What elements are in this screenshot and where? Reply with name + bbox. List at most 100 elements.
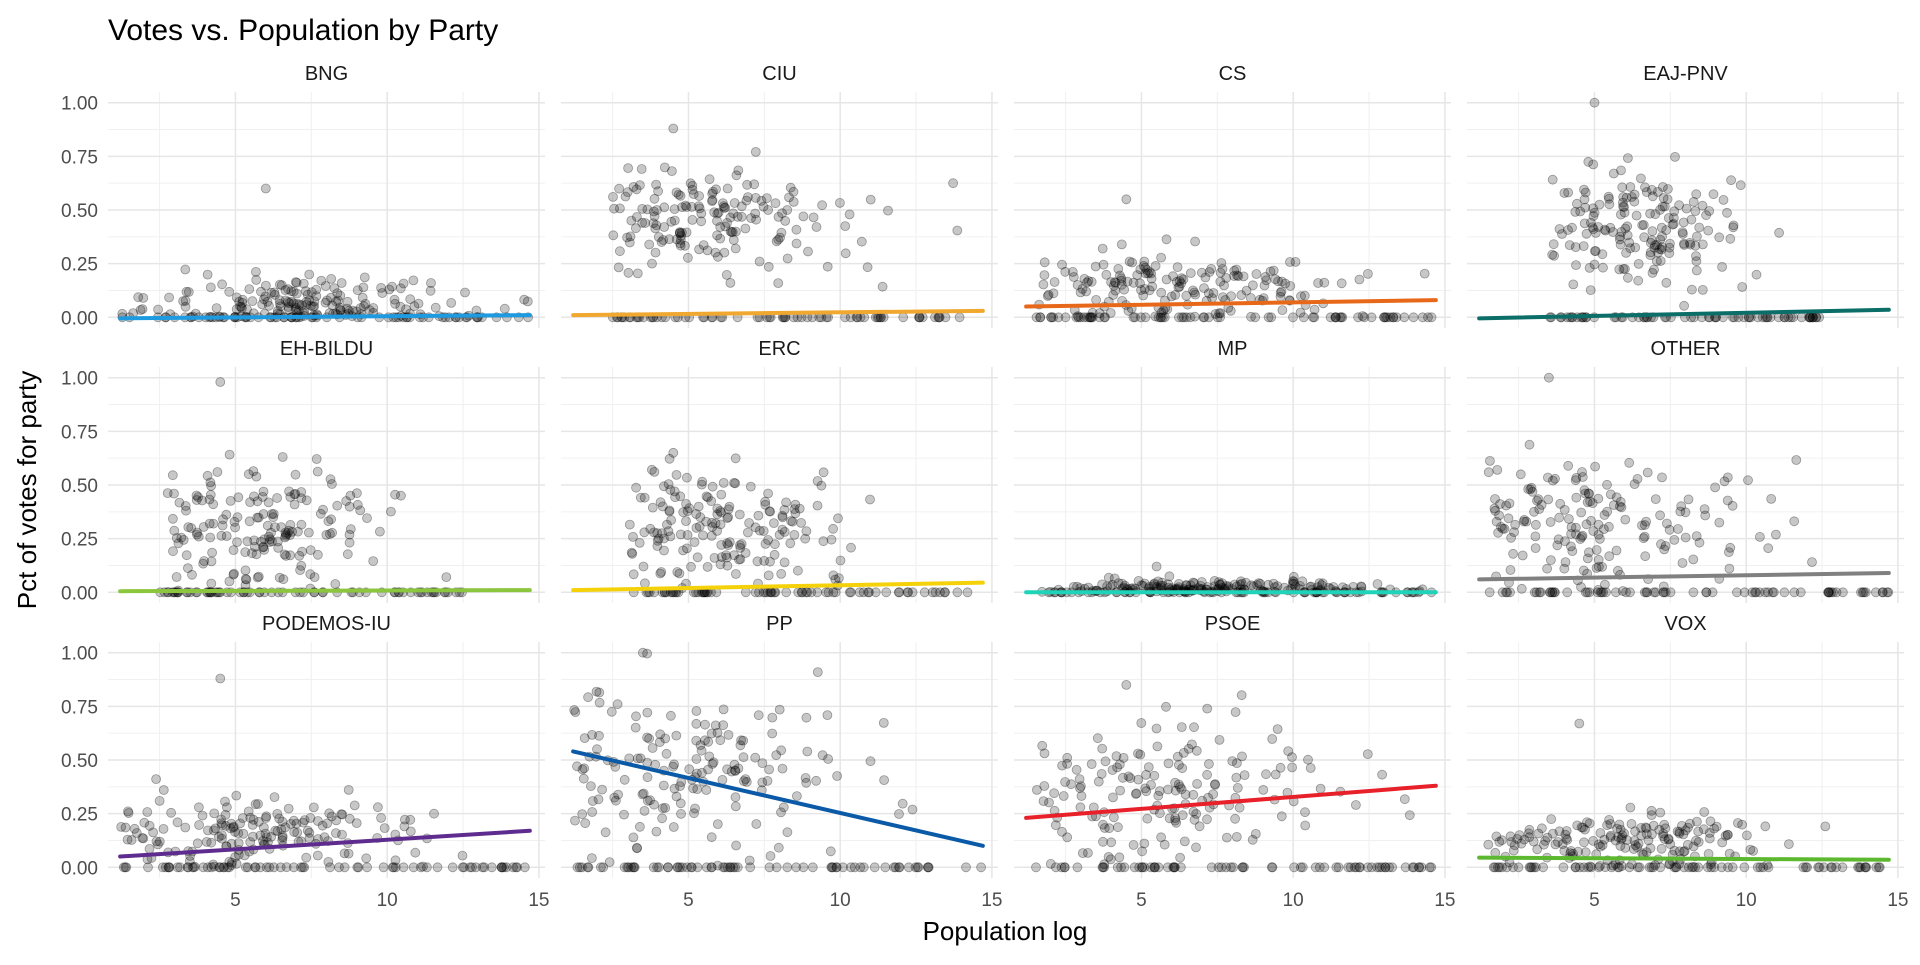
data-point: [1298, 312, 1309, 323]
data-point: [880, 862, 891, 873]
data-point: [751, 214, 761, 225]
data-point: [1608, 227, 1618, 237]
data-point: [657, 501, 668, 512]
data-point: [659, 162, 670, 173]
data-point: [1664, 858, 1675, 869]
data-point: [1248, 280, 1258, 291]
data-point: [695, 512, 706, 523]
data-point: [712, 819, 723, 829]
data-point: [680, 200, 691, 211]
data-point: [334, 302, 345, 313]
data-point: [1828, 587, 1838, 598]
data-point: [1563, 225, 1573, 235]
data-point: [1121, 194, 1132, 205]
data-point: [743, 192, 753, 203]
data-point: [1133, 774, 1144, 785]
data-point: [1615, 231, 1625, 242]
data-point: [681, 516, 691, 526]
data-point: [631, 184, 642, 195]
data-point: [1091, 294, 1101, 305]
data-point: [1230, 707, 1241, 717]
data-point: [1709, 823, 1719, 834]
data-point: [811, 775, 821, 786]
data-point: [651, 826, 662, 837]
data-point: [693, 501, 704, 512]
data-points: [1031, 194, 1437, 323]
data-point: [898, 312, 909, 323]
data-point: [309, 572, 320, 582]
data-point: [266, 287, 277, 298]
data-point: [1156, 287, 1167, 298]
data-point: [1614, 264, 1625, 275]
data-point: [1213, 577, 1224, 587]
data-point: [1707, 587, 1718, 598]
data-point: [1157, 577, 1167, 588]
data-point: [657, 528, 667, 539]
data-point: [247, 296, 258, 307]
x-tick-label: 15: [981, 890, 1002, 911]
data-point: [1619, 202, 1629, 212]
data-point: [1645, 208, 1655, 219]
data-point: [263, 300, 274, 311]
data-point: [183, 287, 194, 297]
data-point: [632, 843, 642, 853]
data-point: [1697, 239, 1708, 250]
data-point: [1086, 759, 1097, 769]
data-point: [320, 297, 331, 308]
data-point: [1181, 580, 1192, 591]
data-point: [1108, 280, 1119, 291]
data-point: [1146, 780, 1156, 790]
data-point: [1062, 752, 1073, 763]
data-point: [1277, 305, 1288, 316]
data-point: [675, 228, 685, 238]
data-point: [1579, 184, 1589, 195]
data-point: [1502, 587, 1512, 598]
data-point: [642, 204, 653, 215]
data-point: [754, 525, 765, 536]
data-point: [649, 206, 659, 217]
data-point: [1662, 194, 1673, 205]
data-point: [1077, 283, 1088, 294]
data-point: [807, 862, 818, 873]
data-point: [864, 587, 874, 598]
data-point: [718, 477, 729, 488]
data-point: [1531, 862, 1541, 873]
data-point: [586, 781, 596, 791]
data-point: [198, 522, 209, 532]
data-point: [260, 291, 271, 302]
data-point: [1139, 284, 1150, 294]
data-point: [252, 572, 263, 583]
data-point: [1743, 475, 1753, 486]
data-point: [282, 296, 293, 307]
data-point: [305, 545, 316, 555]
data-point: [757, 777, 768, 788]
data-point: [767, 728, 778, 739]
data-point: [731, 840, 741, 851]
data-point: [649, 799, 659, 810]
data-point: [702, 562, 713, 572]
data-point: [1664, 524, 1675, 535]
data-point: [758, 526, 769, 536]
data-point: [763, 205, 773, 215]
data-point: [276, 280, 287, 291]
data-point: [1319, 277, 1330, 288]
data-point: [332, 500, 343, 511]
data-point: [1208, 288, 1219, 298]
data-point: [1587, 222, 1598, 233]
data-point: [1655, 807, 1666, 818]
data-point: [740, 587, 751, 598]
data-point: [281, 529, 292, 540]
data-point: [1097, 579, 1107, 590]
data-point: [1174, 281, 1185, 292]
data-point: [1754, 587, 1765, 598]
data-point: [668, 822, 679, 832]
data-point: [1285, 281, 1296, 291]
data-point: [719, 247, 730, 258]
data-point: [1113, 822, 1123, 833]
data-point: [1075, 802, 1086, 813]
data-point: [1137, 862, 1147, 873]
data-point: [1068, 582, 1079, 592]
data-point: [345, 524, 356, 534]
data-point: [263, 531, 274, 542]
data-point: [1524, 439, 1535, 450]
